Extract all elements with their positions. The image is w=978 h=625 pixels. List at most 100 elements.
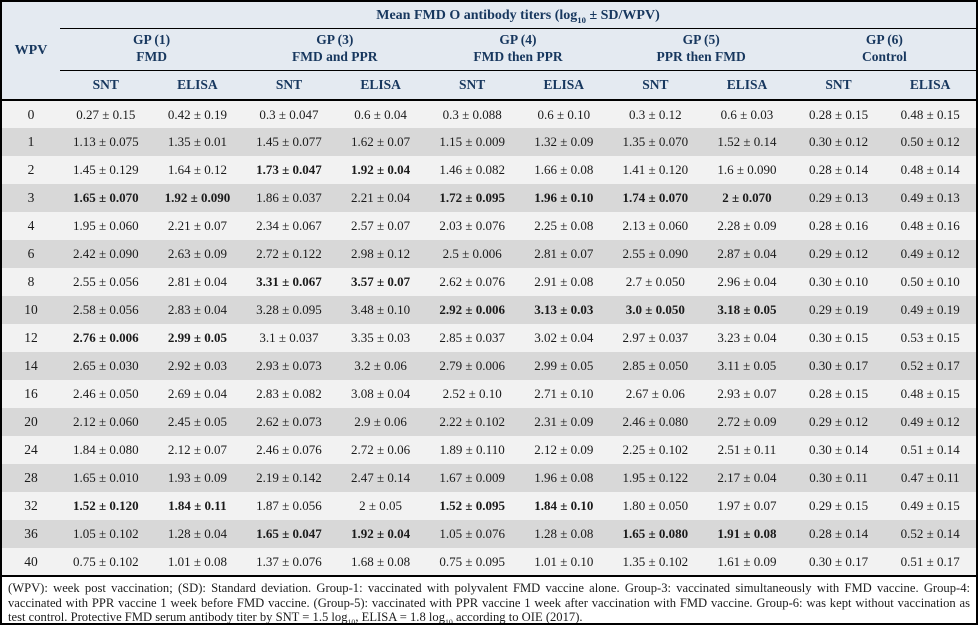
titer-cell: 3.2 ± 0.06 [334, 352, 427, 380]
titer-cell: 0.6 ± 0.04 [334, 100, 427, 128]
titer-cell: 1.52 ± 0.095 [426, 492, 518, 520]
titer-cell: 1.52 ± 0.14 [701, 128, 793, 156]
titer-cell: 2.67 ± 0.06 [609, 380, 702, 408]
table-row: 2 1.45 ± 0.129 1.64 ± 0.12 1.73 ± 0.047 1.92… [2, 156, 976, 184]
titer-cell: 2.85 ± 0.037 [426, 324, 518, 352]
titer-cell: 1.61 ± 0.09 [701, 548, 793, 576]
table-row: 0 0.27 ± 0.15 0.42 ± 0.19 0.3 ± 0.047 0.6 ± … [2, 100, 976, 128]
titer-cell: 2.72 ± 0.122 [243, 240, 335, 268]
titer-cell: 0.29 ± 0.13 [792, 184, 885, 212]
titer-cell: 2.46 ± 0.076 [243, 436, 335, 464]
titer-cell: 0.47 ± 0.11 [884, 464, 976, 492]
wpv-cell: 24 [2, 436, 60, 464]
titer-cell: 2.99 ± 0.05 [517, 352, 610, 380]
wpv-cell: 16 [2, 380, 60, 408]
titer-cell: 1.64 ± 0.12 [151, 156, 244, 184]
table-row: 12 2.76 ± 0.006 2.99 ± 0.05 3.1 ± 0.037 3.35… [2, 324, 976, 352]
titer-cell: 2.55 ± 0.090 [609, 240, 702, 268]
table-row: 24 1.84 ± 0.080 2.12 ± 0.07 2.46 ± 0.076 2.7… [2, 436, 976, 464]
titer-cell: 0.49 ± 0.15 [884, 492, 976, 520]
titer-cell: 3.02 ± 0.04 [517, 324, 610, 352]
titer-cell: 0.52 ± 0.17 [884, 352, 976, 380]
titer-cell: 2.7 ± 0.050 [609, 268, 702, 296]
title-row: WPV Mean FMD O antibody titers (log10 ± … [2, 2, 976, 101]
titer-cell: 2.81 ± 0.07 [517, 240, 610, 268]
titer-cell: 2.72 ± 0.06 [334, 436, 427, 464]
titer-cell: 3.28 ± 0.095 [243, 296, 335, 324]
titer-cell: 0.29 ± 0.12 [792, 408, 885, 436]
table-body: 0 0.27 ± 0.15 0.42 ± 0.19 0.3 ± 0.047 0.6 ± … [2, 100, 976, 576]
group-header-gp-5: GP (5) PPR then FMD [609, 28, 793, 71]
titer-cell: 1.86 ± 0.037 [243, 184, 335, 212]
titer-cell: 0.3 ± 0.047 [243, 100, 335, 128]
titer-cell: 0.30 ± 0.17 [792, 548, 885, 576]
titer-cell: 0.30 ± 0.12 [792, 128, 885, 156]
table-row: 16 2.46 ± 0.050 2.69 ± 0.04 2.83 ± 0.082 3.0… [2, 380, 976, 408]
titer-cell: 3.31 ± 0.067 [243, 268, 335, 296]
subheader-elisa: ELISA [334, 70, 427, 101]
titer-cell: 2 ± 0.05 [334, 492, 427, 520]
titer-cell: 1.84 ± 0.10 [517, 492, 610, 520]
titer-cell: 3.1 ± 0.037 [243, 324, 335, 352]
titer-cell: 2.79 ± 0.006 [426, 352, 518, 380]
titer-cell: 2.51 ± 0.11 [701, 436, 793, 464]
titer-cell: 0.50 ± 0.12 [884, 128, 976, 156]
subheader-elisa: ELISA [151, 70, 244, 101]
titer-cell: 1.89 ± 0.110 [426, 436, 518, 464]
table-row: 6 2.42 ± 0.090 2.63 ± 0.09 2.72 ± 0.122 2.98… [2, 240, 976, 268]
table-row: 3 1.65 ± 0.070 1.92 ± 0.090 1.86 ± 0.037 2.2… [2, 184, 976, 212]
table-row: 20 2.12 ± 0.060 2.45 ± 0.05 2.62 ± 0.073 2.9… [2, 408, 976, 436]
table-row: 1 1.13 ± 0.075 1.35 ± 0.01 1.45 ± 0.077 1.62… [2, 128, 976, 156]
titer-cell: 2.85 ± 0.050 [609, 352, 702, 380]
table-row: 10 2.58 ± 0.056 2.83 ± 0.04 3.28 ± 0.095 3.4… [2, 296, 976, 324]
titer-cell: 2.12 ± 0.07 [151, 436, 244, 464]
wpv-cell: 36 [2, 520, 60, 548]
titer-cell: 0.6 ± 0.10 [517, 100, 610, 128]
titer-cell: 0.6 ± 0.03 [701, 100, 793, 128]
titer-cell: 2.81 ± 0.04 [151, 268, 244, 296]
titer-cell: 2.62 ± 0.073 [243, 408, 335, 436]
table-row: 8 2.55 ± 0.056 2.81 ± 0.04 3.31 ± 0.067 3.57… [2, 268, 976, 296]
titer-cell: 1.35 ± 0.102 [609, 548, 702, 576]
table-header: WPV Mean FMD O antibody titers (log10 ± … [2, 2, 976, 101]
titer-cell: 0.30 ± 0.11 [792, 464, 885, 492]
table-row: 32 1.52 ± 0.120 1.84 ± 0.11 1.87 ± 0.056 2 ±… [2, 492, 976, 520]
titer-cell: 2.99 ± 0.05 [151, 324, 244, 352]
titer-cell: 1.92 ± 0.04 [334, 520, 427, 548]
titer-cell: 0.42 ± 0.19 [151, 100, 244, 128]
titer-cell: 0.30 ± 0.14 [792, 436, 885, 464]
titer-cell: 2.31 ± 0.09 [517, 408, 610, 436]
titer-cell: 3.18 ± 0.05 [701, 296, 793, 324]
titer-cell: 2.21 ± 0.04 [334, 184, 427, 212]
wpv-cell: 3 [2, 184, 60, 212]
titer-cell: 2.92 ± 0.006 [426, 296, 518, 324]
titer-cell: 1.28 ± 0.08 [517, 520, 610, 548]
titer-cell: 2.19 ± 0.142 [243, 464, 335, 492]
group-header-gp-6: GP (6) Control [792, 28, 976, 71]
group-header-gp-3: GP (3) FMD and PPR [243, 28, 427, 71]
titer-cell: 2.97 ± 0.037 [609, 324, 702, 352]
titer-cell: 1.96 ± 0.08 [517, 464, 610, 492]
titer-cell: 1.92 ± 0.04 [334, 156, 427, 184]
titer-cell: 1.87 ± 0.056 [243, 492, 335, 520]
titer-cell: 3.08 ± 0.04 [334, 380, 427, 408]
titer-cell: 2.46 ± 0.050 [60, 380, 152, 408]
wpv-cell: 40 [2, 548, 60, 576]
titer-cell: 1.95 ± 0.122 [609, 464, 702, 492]
titer-cell: 2.83 ± 0.04 [151, 296, 244, 324]
titer-cell: 0.48 ± 0.15 [884, 380, 976, 408]
subheader-row: SNT ELISA SNT ELISA SNT ELISA SNT ELISA SNT ELISA [2, 70, 976, 101]
titer-cell: 0.49 ± 0.12 [884, 408, 976, 436]
titer-cell: 0.28 ± 0.15 [792, 380, 885, 408]
titer-cell: 1.46 ± 0.082 [426, 156, 518, 184]
titer-cell: 1.74 ± 0.070 [609, 184, 702, 212]
titer-cell: 3.35 ± 0.03 [334, 324, 427, 352]
titer-cell: 1.52 ± 0.120 [60, 492, 152, 520]
titer-cell: 1.6 ± 0.090 [701, 156, 793, 184]
titer-cell: 1.97 ± 0.07 [701, 492, 793, 520]
titer-cell: 0.48 ± 0.16 [884, 212, 976, 240]
wpv-cell: 32 [2, 492, 60, 520]
titer-cell: 1.65 ± 0.070 [60, 184, 152, 212]
table-row: 14 2.65 ± 0.030 2.92 ± 0.03 2.93 ± 0.073 3.2… [2, 352, 976, 380]
titer-cell: 2.76 ± 0.006 [60, 324, 152, 352]
